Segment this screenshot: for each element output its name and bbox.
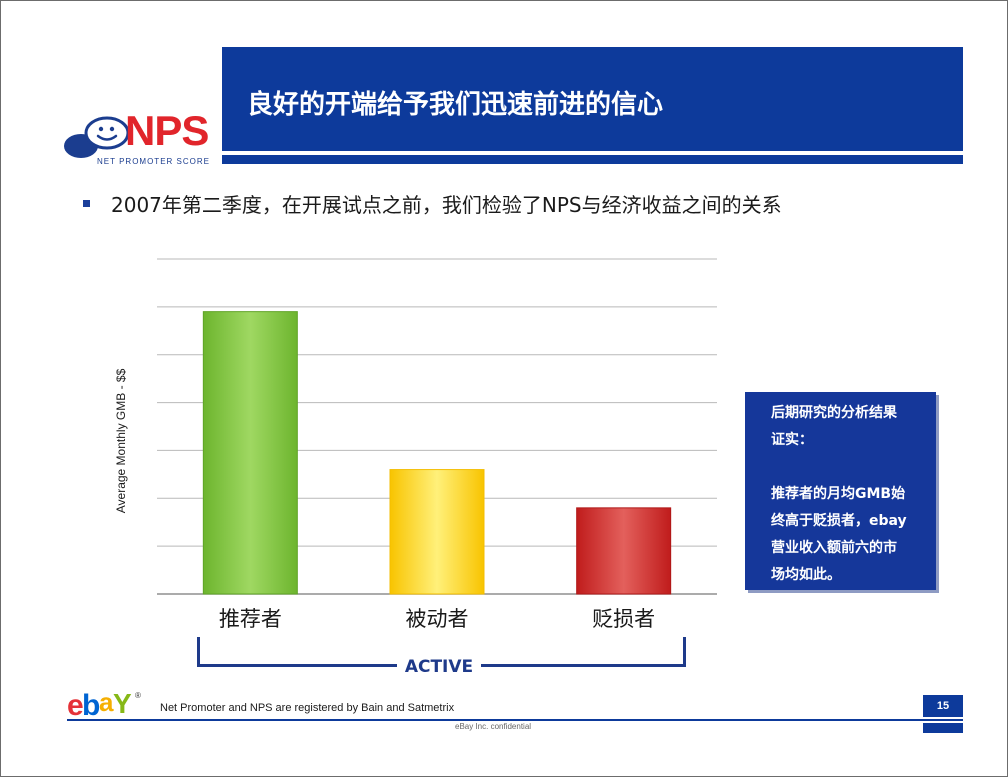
nps-logo-subtext: NET PROMOTER SCORE bbox=[97, 157, 210, 166]
callout-body-line: 场均如此。 bbox=[771, 567, 841, 583]
slide-title: 良好的开端给予我们迅速前进的信心 bbox=[247, 90, 664, 120]
ebay-logo: e b a Y ® bbox=[67, 687, 141, 719]
ebay-logo-mark: ® bbox=[135, 691, 141, 700]
bullet-text: 2007年第二季度，在开展试点之前，我们检验了NPS与经济收益之间的关系 bbox=[111, 193, 782, 217]
chart-bars bbox=[202, 311, 672, 595]
callout-body-line: 营业收入额前六的市 bbox=[771, 540, 897, 556]
category-label: 推荐者 bbox=[219, 607, 282, 631]
bar-0 bbox=[202, 311, 298, 595]
category-label: 被动者 bbox=[406, 607, 469, 631]
page-number: 15 bbox=[923, 695, 963, 717]
findings-callout: 后期研究的分析结果 证实： 推荐者的月均GMB始 终高于贬损者，ebay 营业收… bbox=[745, 392, 936, 590]
ebay-logo-letter: b bbox=[82, 689, 100, 719]
bar-chart: 推荐者 被动者 贬损者 Average Monthly GMB - $$ bbox=[114, 258, 717, 631]
ebay-logo-letter: a bbox=[99, 687, 114, 717]
y-axis-label: Average Monthly GMB - $$ bbox=[114, 368, 128, 513]
bullet-marker bbox=[83, 200, 90, 207]
chart-category-labels: 推荐者 被动者 贬损者 bbox=[219, 607, 655, 631]
callout-line: 证实： bbox=[771, 432, 813, 448]
ebay-logo-letter: e bbox=[67, 689, 84, 719]
callout-body-line: 推荐者的月均GMB始 bbox=[771, 486, 906, 502]
callout-line: 后期研究的分析结果 bbox=[771, 405, 897, 421]
title-underline-bar bbox=[222, 155, 963, 164]
callout-body-line: 终高于贬损者，ebay bbox=[771, 513, 907, 529]
page-number-bar bbox=[923, 723, 963, 733]
nps-logo: NPS NET PROMOTER SCORE bbox=[59, 107, 217, 171]
footer-rule bbox=[67, 719, 963, 721]
category-label: 贬损者 bbox=[592, 607, 655, 631]
active-bracket-label: ACTIVE bbox=[397, 655, 481, 679]
confidential-note: eBay Inc. confidential bbox=[455, 722, 532, 731]
ebay-logo-letter: Y bbox=[113, 688, 132, 719]
bar-2 bbox=[576, 507, 672, 595]
bar-1 bbox=[389, 469, 485, 595]
smiley-speech-bubble-icon bbox=[64, 116, 130, 158]
footer-note: Net Promoter and NPS are registered by B… bbox=[160, 702, 455, 714]
nps-logo-text: NPS bbox=[125, 107, 209, 154]
title-banner bbox=[222, 47, 963, 151]
